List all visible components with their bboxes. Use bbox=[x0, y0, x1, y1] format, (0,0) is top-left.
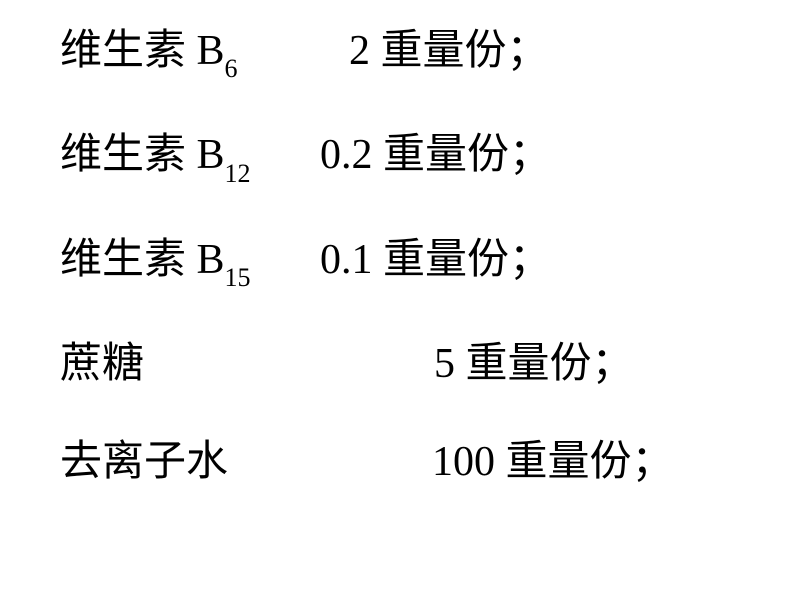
table-row: 维生素 B6 2 重量份； bbox=[60, 30, 750, 78]
ingredient-label: 蔗糖 bbox=[60, 343, 320, 385]
value-unit: 重量份 bbox=[383, 132, 509, 178]
table-row: 维生素 B12 0.2重量份； bbox=[60, 134, 750, 182]
subscript: 12 bbox=[225, 159, 251, 188]
semicolon: ； bbox=[592, 341, 634, 387]
ingredient-value: 5 重量份； bbox=[320, 343, 634, 385]
label-text: 蔗糖 bbox=[60, 341, 144, 387]
ingredient-label: 维生素 B12 bbox=[60, 134, 320, 182]
ingredient-value: 0.1重量份； bbox=[320, 239, 551, 281]
ingredient-label: 维生素 B15 bbox=[60, 239, 320, 287]
table-row: 蔗糖 5 重量份； bbox=[60, 343, 750, 385]
value-number: 0.1 bbox=[320, 239, 373, 281]
value-unit: 重量份 bbox=[506, 439, 632, 485]
ingredient-list: 维生素 B6 2重量份； 维生素 B12 0.2重量份； 维生素 B15 0.1… bbox=[0, 0, 800, 483]
ingredient-value: 0.2重量份； bbox=[320, 134, 551, 176]
semicolon: ； bbox=[509, 237, 551, 283]
ingredient-label: 去离子水 bbox=[60, 441, 320, 483]
ingredient-value: 2 重量份； bbox=[320, 30, 549, 72]
semicolon: ； bbox=[509, 132, 551, 178]
value-number: 5 bbox=[405, 343, 455, 385]
ingredient-value: 100 重量份； bbox=[320, 441, 674, 483]
semicolon: ； bbox=[632, 439, 674, 485]
value-number: 2 bbox=[320, 30, 370, 72]
label-text: 维生素 B bbox=[60, 28, 225, 74]
value-number: 100 bbox=[405, 441, 495, 483]
value-unit: 重量份 bbox=[466, 341, 592, 387]
label-text: 维生素 B bbox=[60, 132, 225, 178]
subscript: 15 bbox=[225, 263, 251, 292]
value-unit: 重量份 bbox=[381, 28, 507, 74]
table-row: 去离子水 100 重量份； bbox=[60, 441, 750, 483]
value-number: 0.2 bbox=[320, 134, 373, 176]
semicolon: ； bbox=[507, 28, 549, 74]
subscript: 6 bbox=[225, 54, 238, 83]
value-unit: 重量份 bbox=[383, 237, 509, 283]
ingredient-label: 维生素 B6 bbox=[60, 30, 320, 78]
table-row: 维生素 B15 0.1重量份； bbox=[60, 239, 750, 287]
label-text: 维生素 B bbox=[60, 237, 225, 283]
label-text: 去离子水 bbox=[60, 439, 228, 485]
